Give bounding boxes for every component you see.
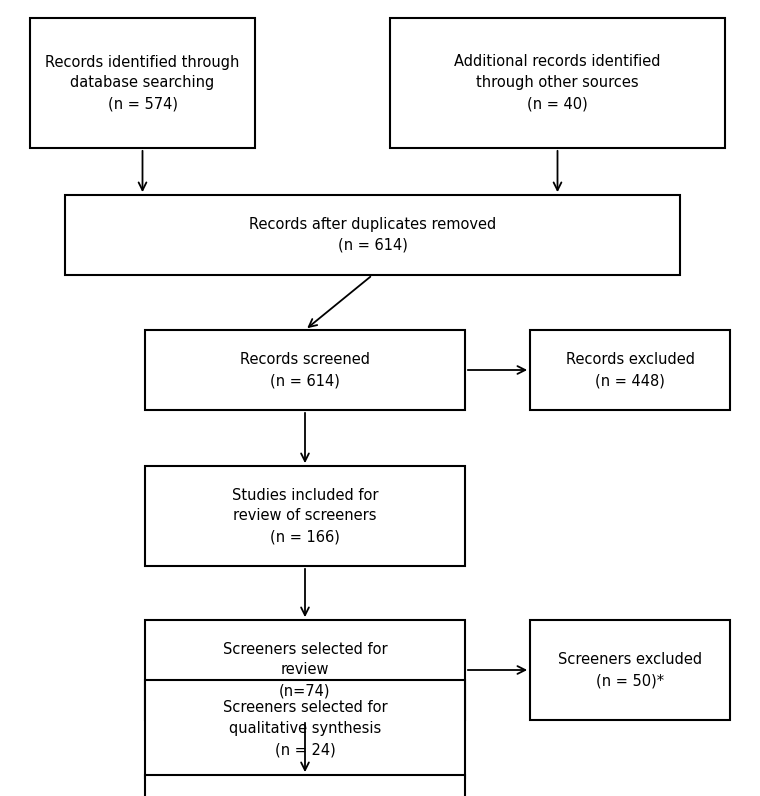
Bar [390,18,725,148]
Text: Screeners selected for
review
(n=74): Screeners selected for review (n=74) [223,642,388,699]
Bar [145,775,465,796]
Bar [145,620,465,720]
Text: Records excluded
(n = 448): Records excluded (n = 448) [565,352,695,388]
Bar [30,18,255,148]
Text: Additional records identified
through other sources
(n = 40): Additional records identified through ot… [454,54,660,111]
Bar [65,195,680,275]
Text: Screeners selected for
qualitative synthesis
(n = 24): Screeners selected for qualitative synth… [223,700,388,758]
Bar [145,330,465,410]
Text: Records screened
(n = 614): Records screened (n = 614) [240,352,370,388]
Bar [145,680,465,778]
Bar [530,330,730,410]
Text: Studies included for
review of screeners
(n = 166): Studies included for review of screeners… [232,487,378,544]
Bar [530,620,730,720]
Text: Records after duplicates removed
(n = 614): Records after duplicates removed (n = 61… [249,217,496,253]
Text: Records identified through
database searching
(n = 574): Records identified through database sear… [46,54,239,111]
Bar [145,466,465,566]
Text: Screeners excluded
(n = 50)*: Screeners excluded (n = 50)* [558,652,702,688]
